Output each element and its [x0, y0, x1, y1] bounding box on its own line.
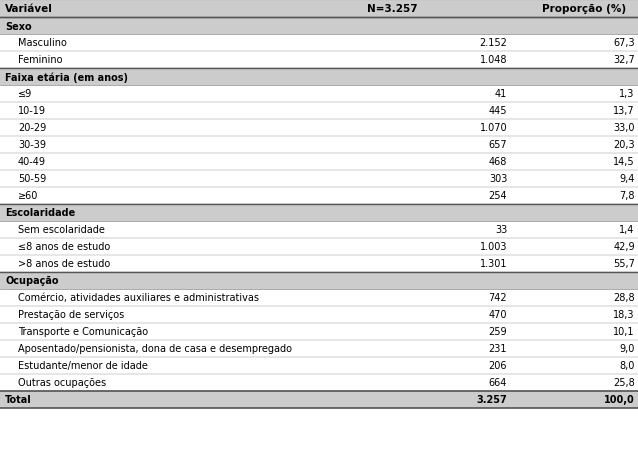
Bar: [0, 289, 638, 306]
Text: Feminino: Feminino: [18, 56, 63, 66]
Text: Outras ocupações: Outras ocupações: [18, 378, 106, 388]
Text: 259: 259: [489, 327, 507, 337]
Text: 14,5: 14,5: [613, 157, 635, 167]
Text: 10-19: 10-19: [18, 106, 46, 116]
Text: Aposentado/pensionista, dona de casa e desempregado: Aposentado/pensionista, dona de casa e d…: [18, 344, 292, 354]
Text: 30-39: 30-39: [18, 140, 46, 150]
Text: 33,0: 33,0: [613, 123, 635, 133]
Bar: [0, 69, 638, 86]
Bar: [0, 273, 638, 289]
Text: 254: 254: [489, 191, 507, 201]
Text: Sexo: Sexo: [5, 21, 32, 31]
Text: Escolaridade: Escolaridade: [5, 208, 75, 218]
Text: 50-59: 50-59: [18, 174, 46, 184]
Text: 664: 664: [489, 378, 507, 388]
Text: 303: 303: [489, 174, 507, 184]
Text: 231: 231: [489, 344, 507, 354]
Text: Prestação de serviços: Prestação de serviços: [18, 310, 124, 320]
Text: 1.070: 1.070: [480, 123, 507, 133]
Text: Proporção (%): Proporção (%): [542, 4, 626, 14]
Text: 41: 41: [495, 89, 507, 99]
Text: 33: 33: [495, 225, 507, 235]
Bar: [0, 187, 638, 205]
Text: 657: 657: [489, 140, 507, 150]
Text: Sem escolaridade: Sem escolaridade: [18, 225, 105, 235]
Bar: [0, 340, 638, 357]
Text: ≤8 anos de estudo: ≤8 anos de estudo: [18, 242, 110, 252]
Text: 55,7: 55,7: [613, 259, 635, 269]
Text: N=3.257: N=3.257: [367, 4, 418, 14]
Text: 3.257: 3.257: [477, 394, 507, 404]
Text: 18,3: 18,3: [613, 310, 635, 320]
Text: Transporte e Comunicação: Transporte e Comunicação: [18, 327, 148, 337]
Text: 470: 470: [489, 310, 507, 320]
Text: 468: 468: [489, 157, 507, 167]
Bar: [0, 306, 638, 324]
Text: 28,8: 28,8: [613, 293, 635, 303]
Text: Faixa etária (em anos): Faixa etária (em anos): [5, 72, 128, 82]
Text: 1.003: 1.003: [480, 242, 507, 252]
Bar: [0, 374, 638, 391]
Text: 8,0: 8,0: [619, 361, 635, 371]
Text: 32,7: 32,7: [613, 56, 635, 66]
Text: Total: Total: [5, 394, 32, 404]
Bar: [0, 205, 638, 222]
Text: Comércio, atividades auxiliares e administrativas: Comércio, atividades auxiliares e admini…: [18, 293, 259, 303]
Bar: [0, 154, 638, 171]
Bar: [0, 222, 638, 238]
Text: >8 anos de estudo: >8 anos de estudo: [18, 259, 110, 269]
Bar: [0, 238, 638, 255]
Bar: [0, 357, 638, 374]
Text: 20,3: 20,3: [613, 140, 635, 150]
Bar: [0, 52, 638, 69]
Text: ≤9: ≤9: [18, 89, 32, 99]
Text: 1,3: 1,3: [619, 89, 635, 99]
Text: 1.048: 1.048: [480, 56, 507, 66]
Text: 742: 742: [489, 293, 507, 303]
Text: Estudante/menor de idade: Estudante/menor de idade: [18, 361, 148, 371]
Bar: [0, 86, 638, 103]
Text: 7,8: 7,8: [619, 191, 635, 201]
Text: 9,4: 9,4: [619, 174, 635, 184]
Text: 2.152: 2.152: [479, 38, 507, 48]
Text: 1,4: 1,4: [619, 225, 635, 235]
Text: 13,7: 13,7: [613, 106, 635, 116]
Bar: [0, 171, 638, 187]
Text: 1.301: 1.301: [480, 259, 507, 269]
Text: Masculino: Masculino: [18, 38, 67, 48]
Bar: [0, 18, 638, 35]
Text: 67,3: 67,3: [613, 38, 635, 48]
Text: 42,9: 42,9: [613, 242, 635, 252]
Bar: [0, 136, 638, 154]
Text: 40-49: 40-49: [18, 157, 46, 167]
Text: 25,8: 25,8: [613, 378, 635, 388]
Text: 20-29: 20-29: [18, 123, 46, 133]
Text: 445: 445: [489, 106, 507, 116]
Text: Variável: Variável: [5, 4, 53, 14]
Text: Ocupação: Ocupação: [5, 276, 59, 286]
Text: 10,1: 10,1: [613, 327, 635, 337]
Text: 9,0: 9,0: [619, 344, 635, 354]
Text: 100,0: 100,0: [604, 394, 635, 404]
Bar: [0, 324, 638, 340]
Bar: [0, 0, 638, 18]
Bar: [0, 120, 638, 136]
Bar: [0, 35, 638, 52]
Bar: [0, 391, 638, 408]
Bar: [0, 255, 638, 273]
Text: 206: 206: [489, 361, 507, 371]
Text: ≥60: ≥60: [18, 191, 38, 201]
Bar: [0, 103, 638, 120]
